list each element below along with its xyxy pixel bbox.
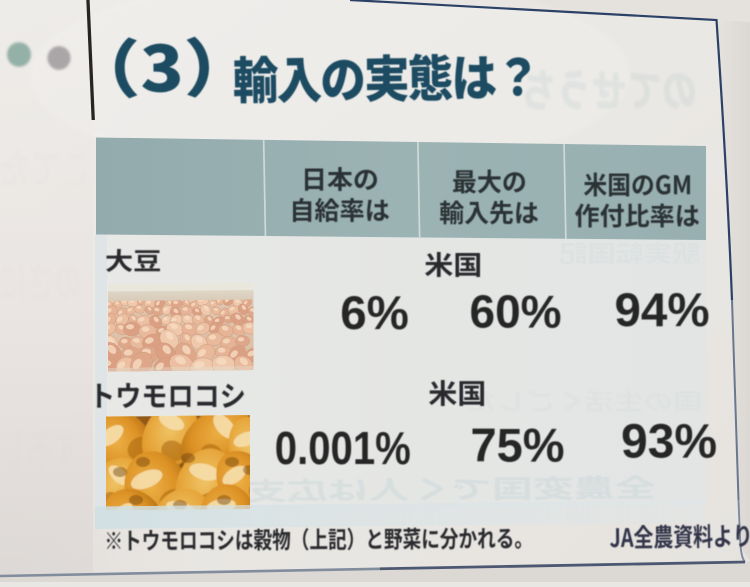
svg-text:0.001%: 0.001% [275,423,411,474]
svg-text:60%: 60% [470,286,562,338]
svg-text:75%: 75% [471,419,565,472]
svg-text:94%: 94% [615,284,710,337]
svg-text:93%: 93% [621,416,717,469]
svg-text:6%: 6% [340,287,409,340]
